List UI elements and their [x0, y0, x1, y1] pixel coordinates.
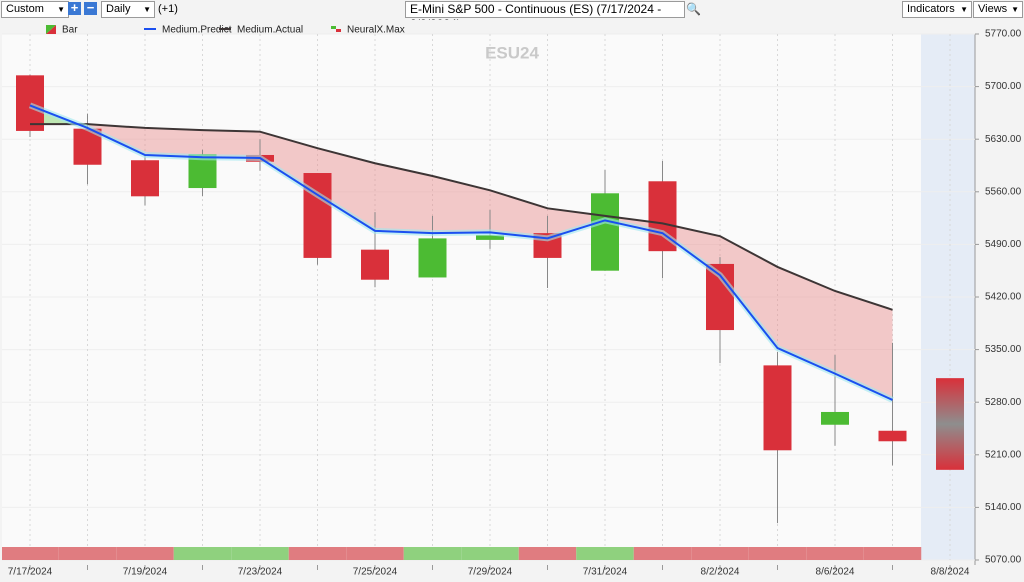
candle-body [763, 365, 792, 451]
interval-text: Daily [106, 3, 131, 15]
symbol-box[interactable]: E-Mini S&P 500 - Continuous (ES) (7/17/2… [405, 1, 685, 31]
offset: (+1) [158, 3, 178, 15]
spread-fill [777, 266, 835, 374]
x-tick-label: 7/19/2024 [123, 567, 168, 578]
x-tick-label: 7/25/2024 [353, 567, 398, 578]
signal-segment [173, 547, 232, 560]
x-tick-label: 7/17/2024 [8, 567, 53, 578]
dropdown-arrow: ▼ [960, 5, 968, 14]
spread-fill [145, 127, 203, 158]
spread-fill [202, 130, 260, 158]
signal-segment [633, 547, 692, 560]
spread-fill [720, 236, 778, 349]
signal-segment [346, 547, 404, 560]
candle-body [476, 235, 504, 240]
chart: ESU24 5770.00 5700.00 5630.00 5560.00 5490.0… [0, 20, 1024, 582]
y-tick-label: 5280.00 [985, 397, 1022, 408]
spread-fill [835, 290, 893, 400]
range-select[interactable]: Custom ▼ [1, 1, 69, 18]
legend-label: NeuralX.Max [347, 25, 405, 36]
interval-select[interactable]: Daily ▼ [101, 1, 155, 18]
candle-body [361, 249, 389, 280]
candle-body [131, 160, 159, 197]
search-icon[interactable]: 🔍 [686, 2, 701, 16]
signal-segment [288, 547, 347, 560]
spread-fill [317, 148, 375, 231]
y-tick-label: 5350.00 [985, 344, 1022, 355]
y-tick-label: 5420.00 [985, 292, 1022, 303]
y-tick-label: 5700.00 [985, 81, 1022, 92]
views-select[interactable]: Views ▼ [973, 1, 1023, 18]
y-tick-label: 5770.00 [985, 29, 1022, 40]
y-tick-label: 5140.00 [985, 502, 1022, 513]
legend-icon [46, 25, 56, 34]
spread-fill [375, 163, 433, 234]
dropdown-arrow: ▼ [57, 5, 65, 14]
legend-label: Medium.Actual [237, 25, 303, 36]
legend-label: Medium.Predict [162, 25, 232, 36]
spread-fill [490, 190, 548, 239]
legend-label: Bar [62, 25, 78, 36]
spread-fill [432, 176, 490, 234]
legend-icon [331, 26, 336, 29]
x-tick-label: 8/6/2024 [816, 567, 855, 578]
zoom-out[interactable]: − [84, 1, 97, 15]
indicators-text: Indicators [907, 3, 955, 15]
candle-body [591, 193, 619, 271]
signal-segment [806, 547, 864, 560]
signal-segment [461, 547, 519, 560]
signal-segment [691, 547, 749, 560]
signal-segment [116, 547, 174, 560]
watermark: ESU24 [485, 43, 539, 62]
candle-body [418, 238, 447, 278]
x-tick-label: 8/2/2024 [701, 567, 740, 578]
y-tick-label: 5210.00 [985, 449, 1022, 460]
zoom-in[interactable]: + [68, 1, 81, 15]
line [30, 123, 893, 311]
y-tick-label: 5490.00 [985, 239, 1022, 250]
signal-segment [518, 547, 577, 560]
spread-fill [260, 131, 318, 195]
x-tick-label: 7/23/2024 [238, 567, 283, 578]
views-text: Views [978, 3, 1008, 15]
candle-body [821, 411, 849, 425]
range-text: Custom [6, 3, 44, 15]
signal-segment [231, 547, 289, 560]
y-tick-label: 5630.00 [985, 134, 1022, 145]
y-tick-label: 5560.00 [985, 186, 1022, 197]
signal-segment [2, 547, 59, 560]
legend-icon [336, 29, 341, 32]
signal-segment [576, 547, 634, 560]
line [29, 104, 893, 401]
signal-segment [748, 547, 807, 560]
forecast-range [936, 378, 964, 470]
signal-segment [58, 547, 117, 560]
x-tick-label: 7/29/2024 [468, 567, 513, 578]
candle-body [878, 430, 907, 442]
x-tick-label: 8/8/2024 [931, 567, 970, 578]
signal-segment [863, 547, 922, 560]
indicators-select[interactable]: Indicators ▼ [902, 1, 972, 18]
dropdown-arrow: ▼ [1011, 5, 1019, 14]
dropdown-arrow: ▼ [143, 5, 151, 14]
y-tick-label: 5070.00 [985, 555, 1022, 566]
x-tick-label: 7/31/2024 [583, 567, 628, 578]
signal-segment [403, 547, 462, 560]
candle-body [16, 75, 44, 131]
